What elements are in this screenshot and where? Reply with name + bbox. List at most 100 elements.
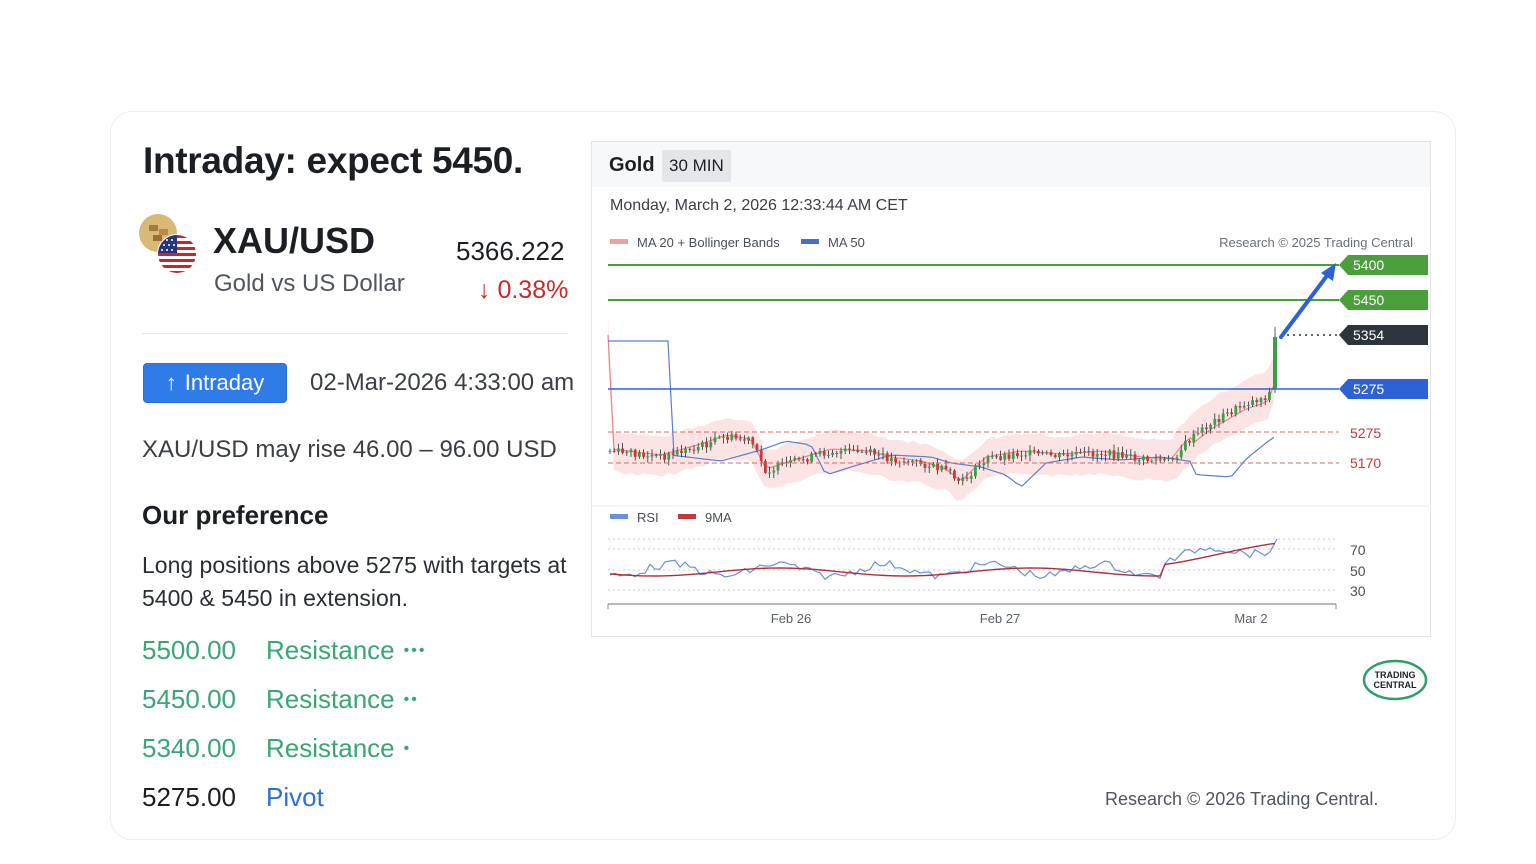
candle (839, 447, 843, 459)
candle (1247, 401, 1250, 411)
candle (629, 448, 633, 457)
candle (890, 452, 893, 466)
timeframe-badge[interactable]: 30 MIN (662, 150, 731, 182)
candle (675, 446, 679, 457)
rise-text: XAU/USD may rise 46.00 – 96.00 USD (142, 436, 557, 463)
candle (1255, 397, 1259, 407)
candle (1175, 454, 1179, 463)
research-note: Research © 2025 Trading Central (1219, 235, 1413, 250)
candle (1200, 423, 1204, 436)
level-row: 5500.00 Resistance ••• (142, 635, 426, 666)
candle (1213, 413, 1217, 430)
candle (1121, 446, 1124, 460)
intraday-badge-label: Intraday (184, 370, 265, 395)
divider (142, 333, 568, 334)
candle (919, 458, 923, 467)
candle (969, 471, 973, 484)
price-chart[interactable]: MA 20 + Bollinger Bands MA 50 Research ©… (591, 141, 1431, 637)
legend-swatch-ma50 (801, 239, 819, 244)
price-tag-text: 5275 (1353, 381, 1384, 397)
trading-central-logo: TRADING CENTRAL (1362, 658, 1428, 702)
breakout-candle (1273, 327, 1277, 393)
level-label: Resistance (266, 635, 395, 665)
level-value: 5500.00 (142, 635, 236, 665)
candle (957, 477, 960, 485)
candle (789, 455, 792, 468)
candle (1045, 450, 1049, 456)
candle (709, 436, 713, 451)
candle (1146, 455, 1149, 463)
candle (1150, 459, 1154, 464)
candle (1074, 446, 1078, 459)
instrument-symbol: XAU/USD (213, 220, 376, 261)
gold-usd-flag-icon (139, 213, 199, 275)
candle (1125, 449, 1128, 460)
level-label: Resistance (266, 733, 395, 763)
candle (633, 448, 637, 461)
candle (885, 451, 889, 464)
candlesticks (608, 327, 1277, 486)
candle (1100, 450, 1103, 461)
candle (827, 450, 830, 459)
candle (1053, 453, 1057, 459)
candle (818, 448, 822, 457)
logo-text: TRADING (1375, 670, 1416, 680)
candle (1095, 449, 1099, 463)
candle (617, 443, 620, 455)
bollinger-band (608, 317, 1274, 501)
candle (1230, 408, 1233, 417)
candle (738, 434, 742, 442)
candle (1192, 429, 1196, 447)
intraday-badge[interactable]: ↑ Intraday (143, 363, 287, 403)
candle (608, 448, 612, 455)
candle (877, 449, 881, 460)
candle (696, 442, 700, 454)
support-label: 5275 (1350, 425, 1381, 441)
support-label: 5170 (1350, 455, 1381, 471)
rsi-tick: 30 (1350, 583, 1366, 599)
candle (986, 454, 990, 468)
candle (999, 450, 1002, 461)
rsi-ma-line (609, 542, 1276, 577)
candle (1137, 458, 1141, 466)
candle (1268, 387, 1271, 403)
candle (1020, 450, 1023, 462)
candle (1221, 408, 1225, 424)
x-tick-label: Mar 2 (1234, 611, 1267, 626)
candle (1011, 448, 1015, 463)
candle (1163, 457, 1166, 462)
candle (730, 431, 734, 442)
price-tag-text: 5400 (1353, 257, 1384, 273)
candle (873, 448, 876, 460)
candle (659, 449, 662, 460)
headline: Intraday: expect 5450. (143, 140, 524, 181)
candle (953, 468, 956, 481)
price-tag-text: 5450 (1353, 292, 1384, 308)
candle (797, 456, 801, 462)
candle (1226, 408, 1229, 417)
candle (743, 435, 746, 445)
candle (1058, 451, 1061, 462)
candle (814, 451, 818, 457)
candle (688, 447, 692, 453)
candle (692, 444, 696, 455)
candle (864, 447, 868, 455)
candle (1251, 396, 1254, 407)
candle (726, 432, 729, 444)
legend-9ma: 9MA (705, 510, 732, 525)
candle (932, 462, 935, 468)
price-tag-5450: 5450 (1339, 290, 1428, 310)
candle (1234, 404, 1238, 417)
candle (1179, 444, 1183, 460)
candle (1108, 448, 1112, 460)
legend-swatch-9ma (678, 514, 696, 519)
bollinger-band-area (608, 317, 1274, 501)
price-change: ↓ 0.38% (478, 276, 569, 304)
price-tag-text: 5354 (1353, 327, 1384, 343)
candle (654, 453, 658, 458)
candle (751, 436, 755, 449)
legend-ma50: MA 50 (828, 235, 865, 250)
preference-text: Long positions above 5275 with targets a… (142, 552, 567, 611)
candle (848, 443, 851, 455)
candle (801, 455, 805, 463)
